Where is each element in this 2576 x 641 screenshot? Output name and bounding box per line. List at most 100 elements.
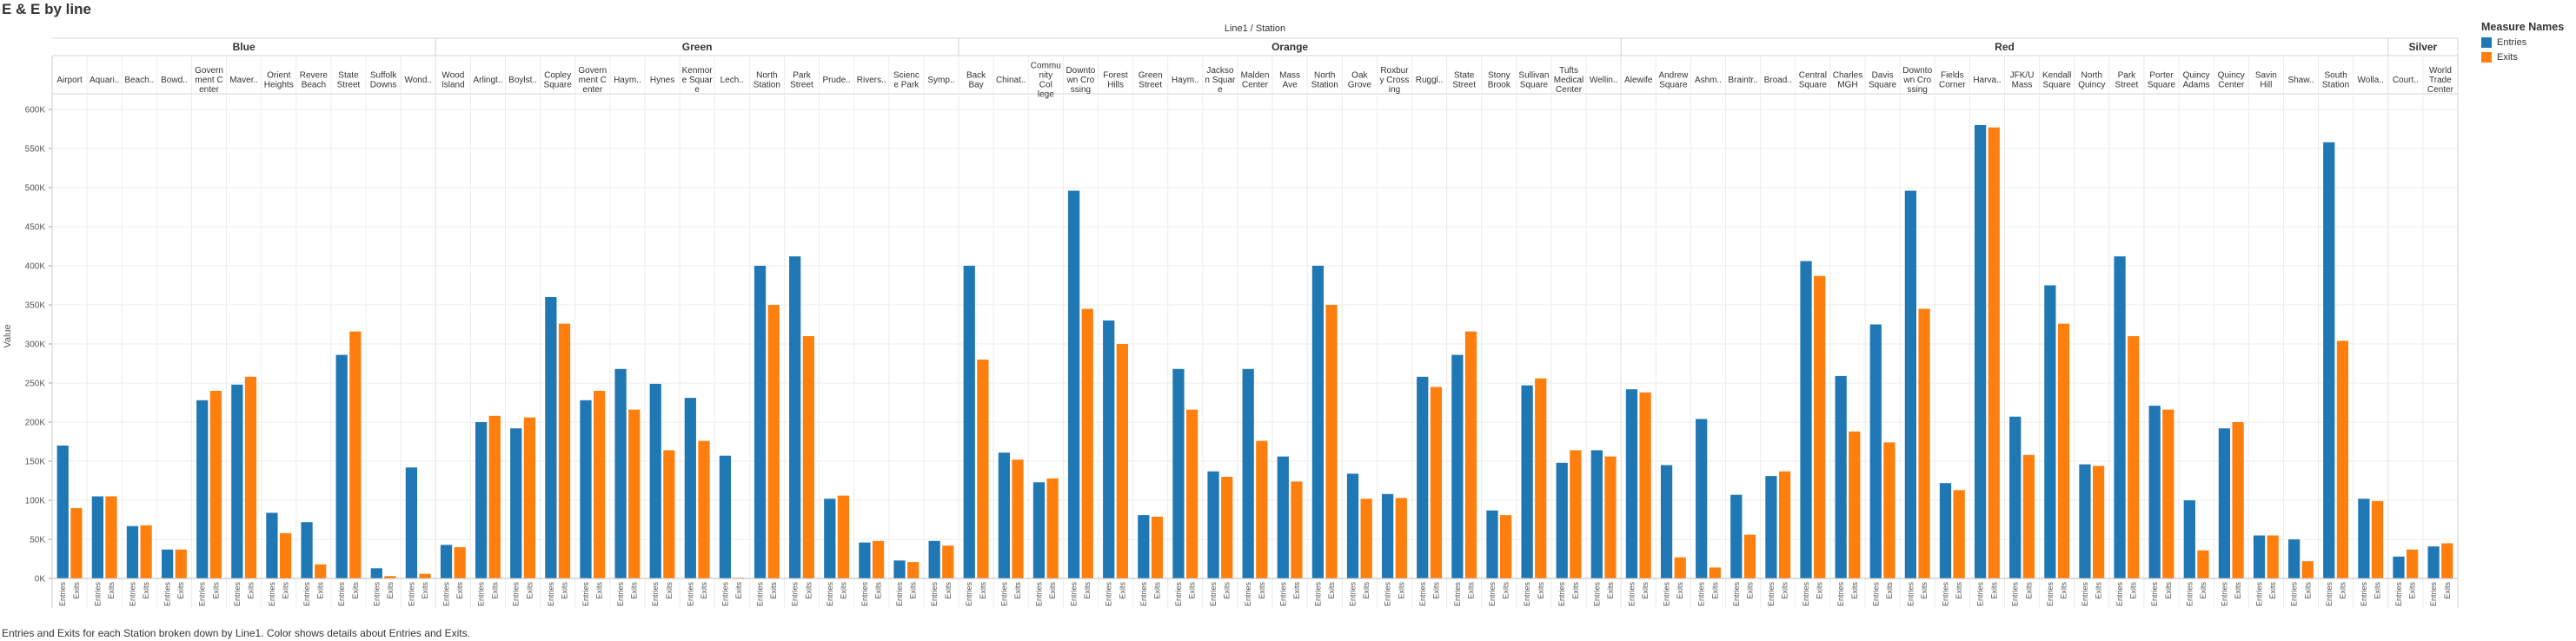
- bar-exits[interactable]: [2407, 549, 2419, 578]
- bar-exits[interactable]: [1778, 471, 1791, 578]
- bar-exits[interactable]: [279, 532, 292, 578]
- bar-entries[interactable]: [1417, 376, 1429, 578]
- bar-entries[interactable]: [789, 256, 801, 578]
- bar-entries[interactable]: [2323, 142, 2335, 579]
- bar-exits[interactable]: [2232, 422, 2244, 578]
- bar-exits[interactable]: [349, 331, 362, 578]
- bar-entries[interactable]: [440, 545, 453, 578]
- bar-exits[interactable]: [1360, 499, 1372, 578]
- bar-exits[interactable]: [2162, 409, 2174, 578]
- bar-entries[interactable]: [1242, 368, 1254, 578]
- bar-exits[interactable]: [1395, 498, 1407, 578]
- bar-entries[interactable]: [928, 540, 940, 578]
- bar-entries[interactable]: [2253, 535, 2266, 579]
- bar-exits[interactable]: [419, 573, 431, 578]
- bar-entries[interactable]: [614, 368, 627, 578]
- bar-entries[interactable]: [1346, 473, 1359, 578]
- bar-exits[interactable]: [315, 564, 327, 578]
- bar-exits[interactable]: [488, 415, 501, 578]
- bar-entries[interactable]: [1696, 419, 1708, 578]
- bar-entries[interactable]: [1277, 456, 1289, 578]
- bar-entries[interactable]: [91, 496, 103, 579]
- bar-exits[interactable]: [1883, 442, 1895, 578]
- bar-exits[interactable]: [1046, 478, 1059, 578]
- bar-entries[interactable]: [56, 446, 69, 578]
- bar-entries[interactable]: [1869, 324, 1882, 579]
- bar-entries[interactable]: [580, 400, 592, 578]
- bar-entries[interactable]: [2009, 416, 2022, 578]
- bar-entries[interactable]: [1765, 476, 1777, 578]
- bar-exits[interactable]: [767, 305, 780, 578]
- bar-exits[interactable]: [1988, 127, 2000, 578]
- bar-entries[interactable]: [1067, 190, 1080, 578]
- bar-exits[interactable]: [802, 336, 814, 578]
- bar-exits[interactable]: [175, 549, 187, 578]
- bar-entries[interactable]: [2183, 500, 2195, 578]
- bar-exits[interactable]: [594, 391, 606, 578]
- bar-exits[interactable]: [1256, 440, 1268, 578]
- bar-entries[interactable]: [2393, 556, 2405, 578]
- bar-exits[interactable]: [558, 323, 571, 578]
- bar-exits[interactable]: [454, 547, 466, 578]
- bar-entries[interactable]: [893, 560, 906, 578]
- bar-exits[interactable]: [628, 409, 641, 578]
- bar-entries[interactable]: [824, 499, 836, 578]
- bar-entries[interactable]: [2148, 406, 2161, 578]
- bar-entries[interactable]: [545, 297, 557, 578]
- bar-entries[interactable]: [1521, 385, 1533, 578]
- bar-exits[interactable]: [2441, 543, 2453, 579]
- bar-exits[interactable]: [2022, 454, 2035, 578]
- bar-entries[interactable]: [2288, 539, 2300, 578]
- bar-entries[interactable]: [684, 398, 696, 578]
- bar-exits[interactable]: [1604, 456, 1617, 578]
- bar-exits[interactable]: [942, 545, 954, 578]
- bar-exits[interactable]: [1291, 481, 1303, 578]
- bar-entries[interactable]: [1625, 389, 1638, 578]
- bar-exits[interactable]: [2371, 500, 2384, 578]
- bar-exits[interactable]: [1012, 459, 1024, 578]
- bar-entries[interactable]: [266, 512, 278, 578]
- bar-entries[interactable]: [859, 542, 871, 578]
- bar-exits[interactable]: [1849, 431, 1861, 578]
- bar-exits[interactable]: [837, 495, 850, 578]
- legend-item-entries[interactable]: Entries: [2481, 37, 2564, 48]
- bar-entries[interactable]: [475, 422, 488, 578]
- bar-entries[interactable]: [1730, 494, 1743, 578]
- bar-exits[interactable]: [1535, 378, 1547, 578]
- bar-exits[interactable]: [209, 391, 222, 578]
- bar-exits[interactable]: [2057, 323, 2070, 578]
- bar-entries[interactable]: [2114, 256, 2126, 578]
- bar-entries[interactable]: [1660, 465, 1673, 579]
- bar-entries[interactable]: [1835, 375, 1847, 578]
- bar-exits[interactable]: [384, 576, 396, 578]
- bar-exits[interactable]: [2128, 336, 2140, 578]
- bar-exits[interactable]: [1116, 344, 1128, 578]
- bar-entries[interactable]: [301, 522, 313, 578]
- bar-entries[interactable]: [2044, 285, 2056, 579]
- bar-exits[interactable]: [1081, 308, 1093, 579]
- bar-exits[interactable]: [1325, 305, 1338, 578]
- bar-entries[interactable]: [1103, 320, 1115, 578]
- bar-entries[interactable]: [1311, 266, 1325, 578]
- bar-entries[interactable]: [510, 428, 522, 578]
- bar-entries[interactable]: [1032, 482, 1046, 578]
- bar-entries[interactable]: [126, 525, 139, 578]
- bar-exits[interactable]: [1570, 450, 1582, 578]
- bar-exits[interactable]: [2197, 550, 2209, 578]
- bar-entries[interactable]: [1939, 483, 1952, 578]
- bar-exits[interactable]: [907, 562, 920, 578]
- bar-exits[interactable]: [140, 525, 152, 578]
- bar-entries[interactable]: [231, 384, 243, 578]
- bar-exits[interactable]: [2301, 561, 2314, 578]
- bar-exits[interactable]: [1430, 387, 1443, 579]
- bar-entries[interactable]: [1590, 450, 1603, 578]
- bar-exits[interactable]: [1185, 409, 1198, 578]
- bar-exits[interactable]: [1639, 392, 1651, 578]
- bar-exits[interactable]: [1151, 516, 1164, 578]
- legend-item-exits[interactable]: Exits: [2481, 52, 2564, 63]
- bar-entries[interactable]: [719, 455, 732, 578]
- bar-exits[interactable]: [1953, 490, 1965, 578]
- bar-entries[interactable]: [2427, 546, 2440, 578]
- bar-entries[interactable]: [1207, 471, 1219, 578]
- bar-entries[interactable]: [370, 568, 382, 578]
